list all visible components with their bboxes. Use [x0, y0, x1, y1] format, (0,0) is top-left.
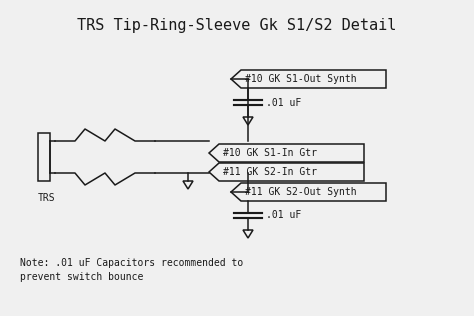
Text: #11 GK S2-Out Synth: #11 GK S2-Out Synth: [245, 187, 356, 197]
Text: TRS: TRS: [38, 193, 55, 203]
Text: .01 uF: .01 uF: [266, 98, 301, 107]
Text: Note: .01 uF Capacitors recommended to: Note: .01 uF Capacitors recommended to: [20, 258, 243, 268]
Text: #10 GK S1-In Gtr: #10 GK S1-In Gtr: [223, 148, 317, 158]
Text: TRS Tip-Ring-Sleeve Gk S1/S2 Detail: TRS Tip-Ring-Sleeve Gk S1/S2 Detail: [77, 18, 397, 33]
Text: .01 uF: .01 uF: [266, 210, 301, 221]
Text: #11 GK S2-In Gtr: #11 GK S2-In Gtr: [223, 167, 317, 177]
Text: prevent switch bounce: prevent switch bounce: [20, 272, 143, 282]
Text: #10 GK S1-Out Synth: #10 GK S1-Out Synth: [245, 74, 356, 84]
